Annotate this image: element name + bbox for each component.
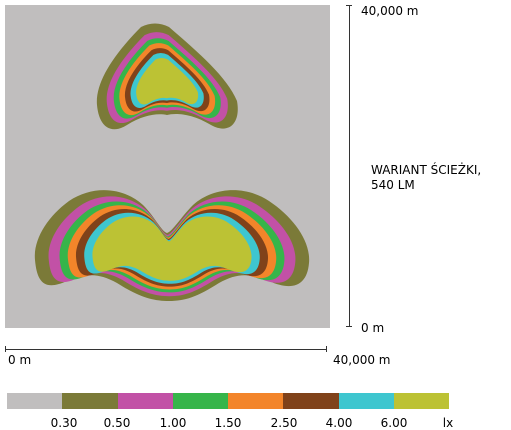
legend-tick-150: 1.50 (214, 416, 242, 430)
legend-swatch-8 (393, 393, 449, 409)
legend-swatch-5 (228, 393, 284, 409)
legend-tick-600: 6.00 (380, 416, 408, 430)
y-axis-line (349, 5, 350, 327)
x-axis-right-label: 40,000 m (333, 353, 391, 367)
legend-swatch-4 (172, 393, 228, 409)
legend-unit: lx (442, 416, 454, 430)
y-axis-bottom-label: 0 m (361, 321, 385, 335)
legend-tick-030: 0.30 (50, 416, 78, 430)
legend-tick-250: 2.50 (270, 416, 298, 430)
x-axis-tick-right (326, 346, 327, 352)
legend-tick-100: 1.00 (159, 416, 187, 430)
legend-swatch-2 (62, 393, 118, 409)
legend-swatch-1 (7, 393, 63, 409)
y-axis-top-label: 40,000 m (361, 4, 419, 18)
y-axis-tick-bottom (346, 326, 352, 327)
legend-swatch-7 (338, 393, 394, 409)
legend-swatch-3 (117, 393, 173, 409)
legend-tick-400: 4.00 (325, 416, 353, 430)
contour-svg (5, 5, 330, 328)
x-axis-tick-left (5, 346, 6, 352)
x-axis-left-label: 0 m (8, 353, 32, 367)
x-axis-line (5, 349, 327, 350)
color-legend (7, 393, 449, 409)
legend-tick-050: 0.50 (103, 416, 131, 430)
y-axis-tick-top (346, 5, 352, 6)
variant-title: WARIANT ŚCIEŻKI, 540 LM (371, 163, 482, 192)
illuminance-map (5, 5, 330, 328)
legend-swatch-6 (283, 393, 339, 409)
